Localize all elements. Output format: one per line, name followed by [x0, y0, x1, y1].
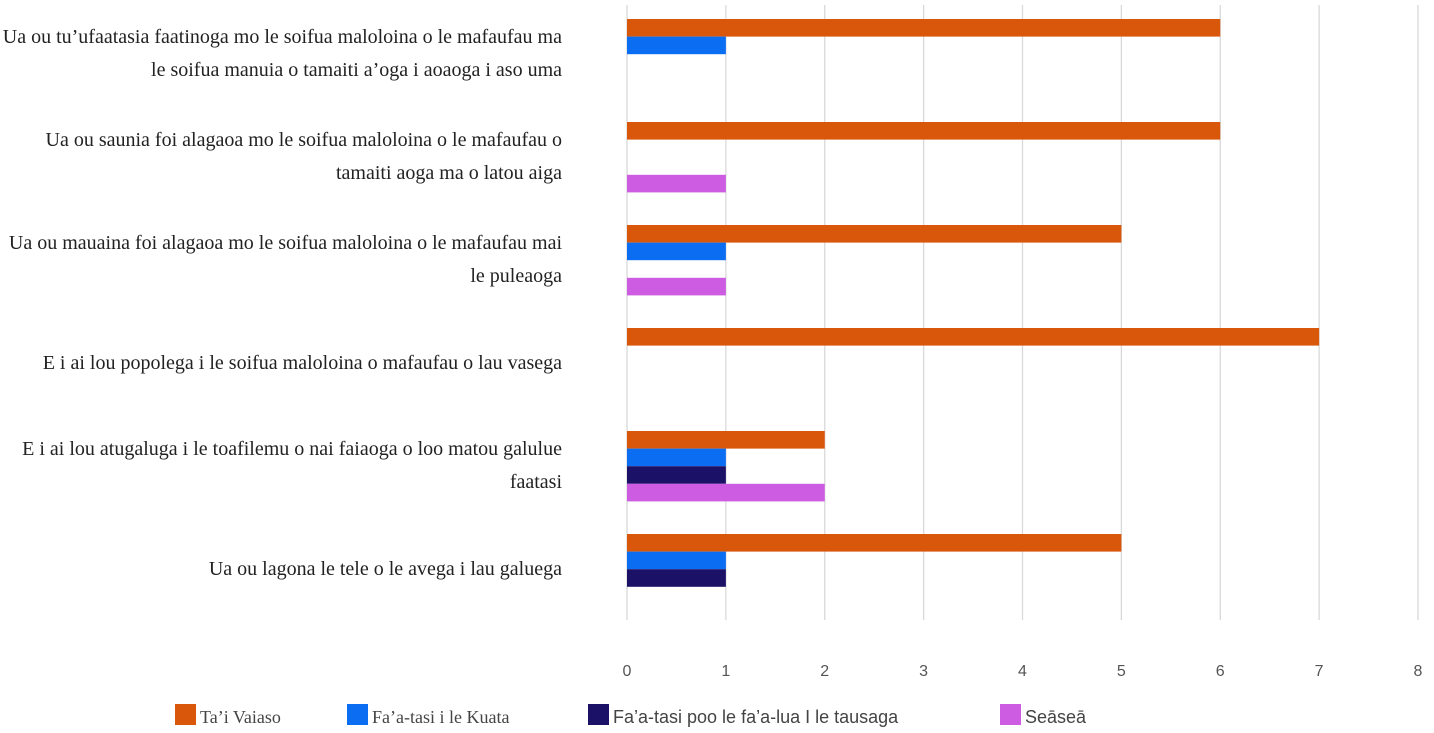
bar: [627, 122, 1221, 140]
x-tick-label: 7: [1315, 663, 1324, 680]
bar: [627, 448, 726, 467]
category-text: Ua ou mauaina foi alagaoa mo le soifua m…: [8, 232, 562, 288]
bar: [627, 328, 1320, 346]
category-label: E i ai lou popolega i le soifua maloloin…: [0, 308, 562, 418]
legend-swatch: [347, 704, 368, 725]
category-text: Ua ou tu’ufaatasia faatinoga mo le soifu…: [2, 26, 562, 82]
x-tick-label: 3: [919, 663, 928, 680]
x-tick-label: 5: [1117, 663, 1126, 680]
category-label: Ua ou tu’ufaatasia faatinoga mo le soifu…: [0, 0, 562, 109]
legend-label: Fa’a-tasi i le Kuata: [372, 707, 509, 727]
bar: [627, 431, 825, 449]
legend-label: Ta’i Vaiaso: [200, 707, 281, 727]
bar: [627, 36, 726, 55]
bar: [627, 225, 1122, 243]
x-tick-label: 2: [820, 663, 829, 680]
x-tick-label: 8: [1414, 663, 1423, 680]
bar: [627, 242, 726, 261]
bar: [627, 534, 1122, 552]
legend-label: Fa’a-tasi poo le fa’a-lua I le tausaga: [613, 707, 899, 727]
category-text: E i ai lou popolega i le soifua maloloin…: [42, 351, 562, 374]
x-tick-label: 0: [623, 663, 632, 680]
legend-swatch: [588, 704, 609, 725]
category-label: Ua ou mauaina foi alagaoa mo le soifua m…: [0, 205, 562, 315]
category-label: Ua ou lagona le tele o le avega i lau ga…: [0, 514, 562, 624]
x-tick-label: 4: [1018, 663, 1027, 680]
bar: [627, 174, 726, 193]
bar: [627, 569, 726, 587]
category-text: Ua ou lagona le tele o le avega i lau ga…: [208, 557, 562, 580]
legend-swatch: [175, 704, 196, 725]
x-tick-label: 1: [721, 663, 730, 680]
category-label: Ua ou saunia foi alagaoa mo le soifua ma…: [0, 102, 562, 212]
category-text: Ua ou saunia foi alagaoa mo le soifua ma…: [45, 129, 562, 185]
legend-swatch: [1000, 704, 1021, 725]
legend-label: Seāseā: [1025, 707, 1087, 727]
bar: [627, 19, 1221, 37]
bar: [627, 551, 726, 570]
bar: [627, 466, 726, 484]
bar: [627, 483, 825, 502]
category-text: E i ai lou atugaluga i le toafilemu o na…: [22, 438, 562, 494]
bar: [627, 277, 726, 296]
category-label: E i ai lou atugaluga i le toafilemu o na…: [0, 411, 562, 521]
x-tick-label: 6: [1216, 663, 1225, 680]
